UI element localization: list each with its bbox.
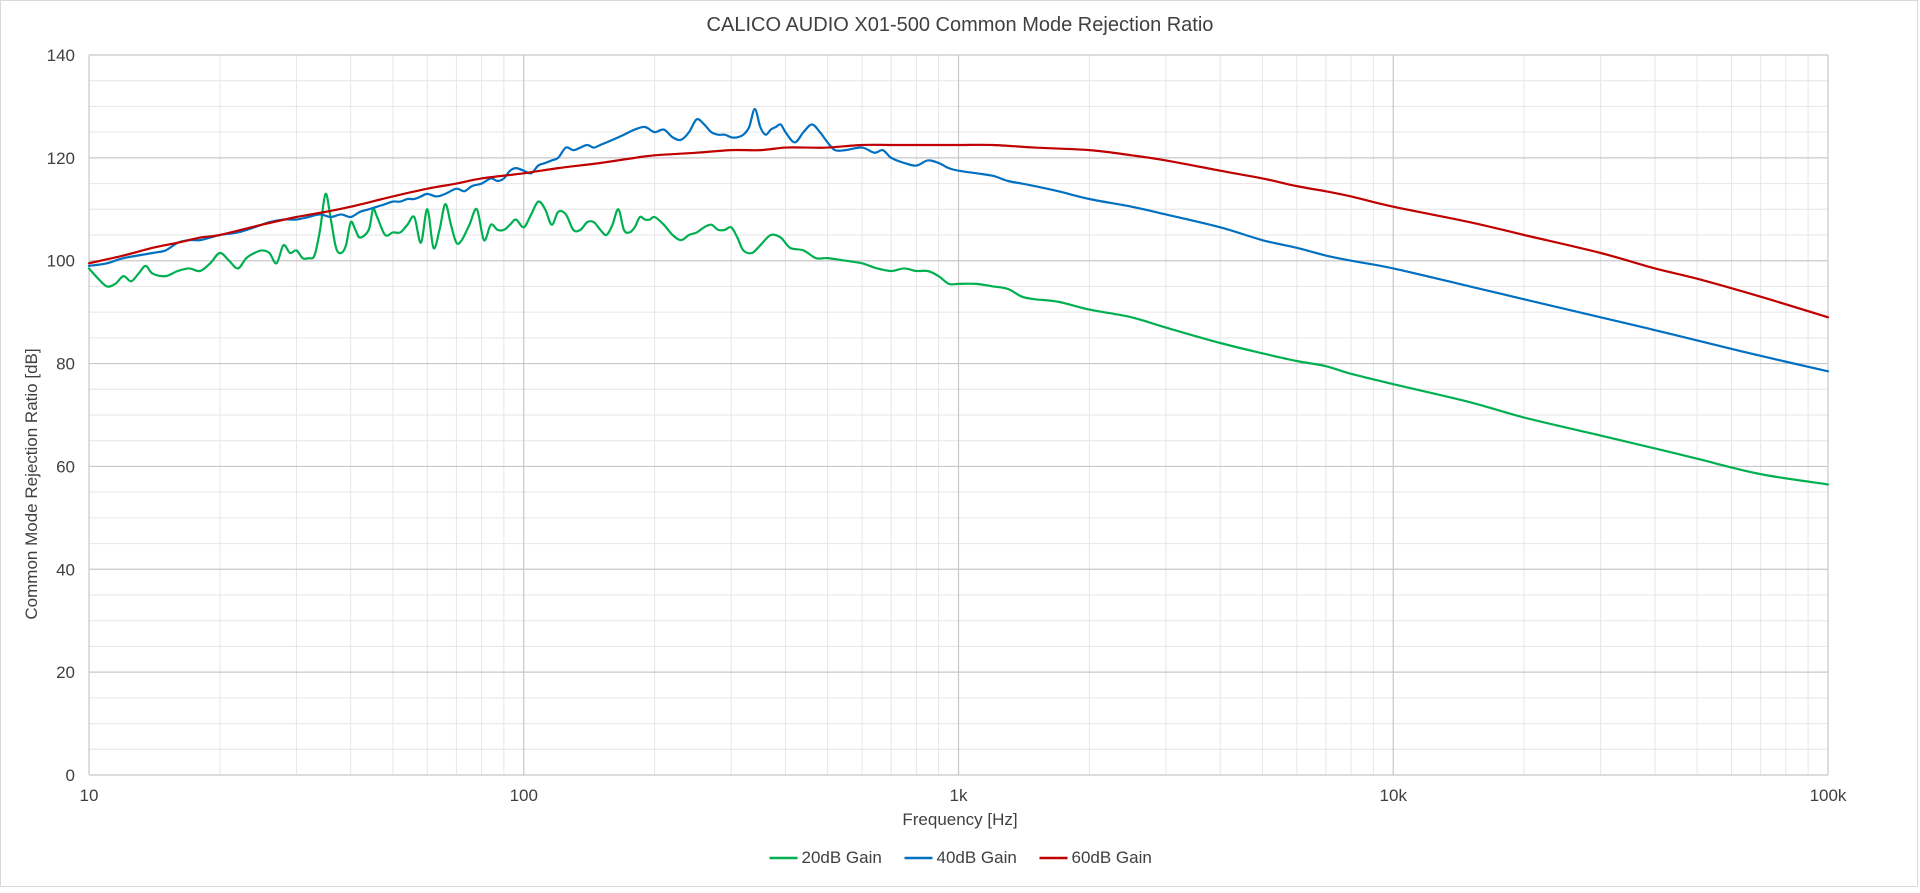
x-tick-labels: 10 100 1k 10k 100k — [80, 786, 1847, 805]
series-line-60db-gain — [87, 143, 1830, 319]
series-line-40db-gain — [87, 107, 1830, 373]
y-tick-label: 140 — [47, 46, 75, 65]
y-tick-label: 100 — [47, 252, 75, 271]
x-tick-label: 1k — [950, 786, 968, 805]
y-tick-label: 40 — [56, 560, 75, 579]
x-tick-label: 10 — [80, 786, 99, 805]
legend: 20dB Gain 40dB Gain 60dB Gain — [769, 848, 1152, 867]
series-layer — [87, 107, 1830, 486]
chart-title: CALICO AUDIO X01-500 Common Mode Rejecti… — [707, 14, 1214, 36]
x-axis-label: Frequency [Hz] — [902, 810, 1017, 829]
y-tick-label: 80 — [56, 355, 75, 374]
y-axis-label: Common Mode Rejection Ratio [dB] — [22, 348, 41, 619]
series-line-20db-gain — [87, 192, 1830, 486]
x-tick-label: 100 — [510, 786, 538, 805]
y-tick-label: 60 — [56, 457, 75, 476]
legend-label-40db-gain: 40dB Gain — [937, 848, 1017, 867]
y-tick-label: 0 — [66, 766, 75, 785]
legend-label-20db-gain: 20dB Gain — [802, 848, 882, 867]
grid-major — [88, 54, 1829, 776]
x-tick-label: 10k — [1380, 786, 1408, 805]
x-tick-label: 100k — [1810, 786, 1847, 805]
y-tick-label: 120 — [47, 149, 75, 168]
y-tick-label: 20 — [56, 663, 75, 682]
legend-label-60db-gain: 60dB Gain — [1072, 848, 1152, 867]
y-tick-labels: 0 20 40 60 80 100 120 140 — [47, 46, 75, 785]
